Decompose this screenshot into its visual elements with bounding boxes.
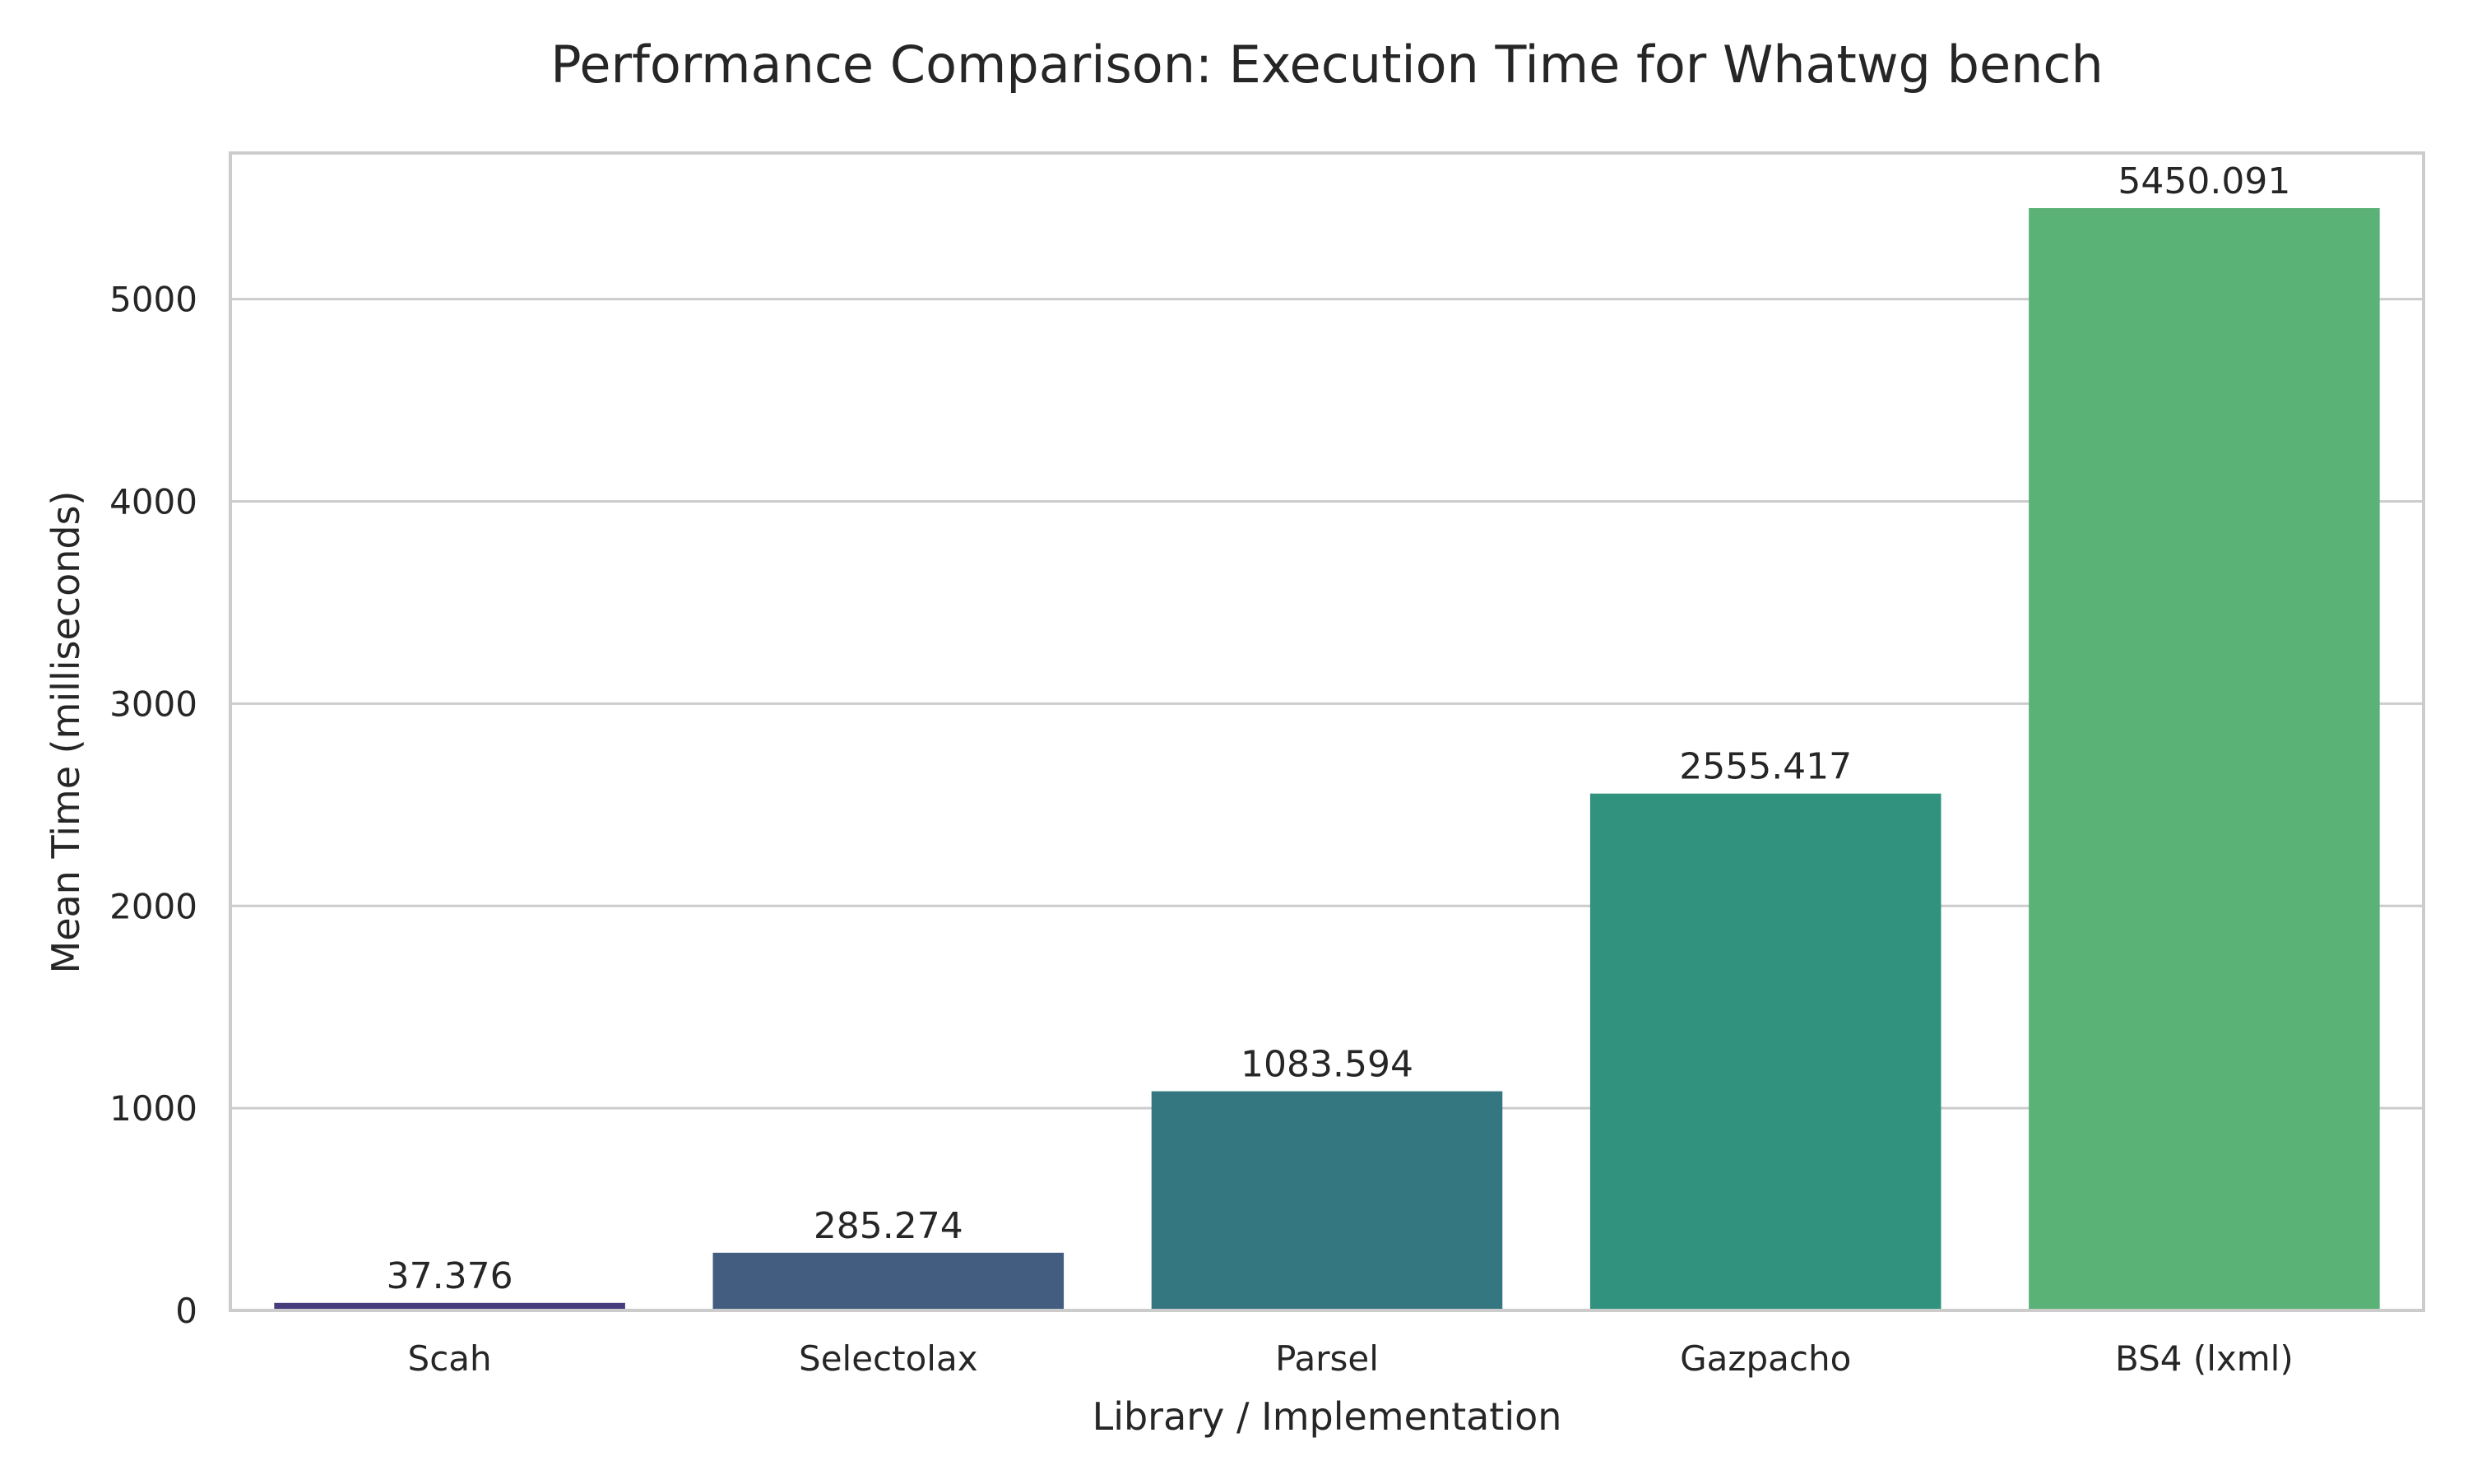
- data-label: 37.376: [387, 1255, 513, 1297]
- plot-frame: [229, 151, 2425, 1312]
- data-label: 5450.091: [2118, 160, 2290, 202]
- bar-selectolax: [712, 1252, 1065, 1310]
- data-label: 2555.417: [1679, 746, 1852, 788]
- data-label: 1083.594: [1241, 1044, 1413, 1086]
- y-tick-label: 1000: [109, 1088, 197, 1129]
- data-label: 285.274: [814, 1205, 963, 1247]
- y-axis-label: Mean Time (milliseconds): [44, 491, 88, 974]
- y-tick-label: 5000: [109, 280, 197, 320]
- chart-title: Performance Comparison: Execution Time f…: [550, 35, 2104, 95]
- bar-gazpacho: [1589, 793, 1941, 1310]
- bar-bs4-lxml-: [2029, 208, 2380, 1311]
- y-tick-label: 2000: [109, 886, 197, 926]
- y-tick-label: 4000: [109, 482, 197, 522]
- x-axis-label: Library / Implementation: [1093, 1394, 1562, 1439]
- y-axis-ticks: 0 1000 2000 3000 4000 5000: [109, 280, 197, 1331]
- data-labels: 37.376 285.274 1083.594 2555.417 5450.091: [387, 160, 2291, 1297]
- x-tick-label: Gazpacho: [1680, 1338, 1851, 1379]
- x-tick-label: Selectolax: [799, 1338, 978, 1379]
- y-tick-label: 0: [175, 1291, 197, 1331]
- y-tick-label: 3000: [109, 684, 197, 724]
- x-tick-label: Parsel: [1275, 1338, 1379, 1379]
- bar-parsel: [1151, 1091, 1503, 1310]
- bar-scah: [274, 1302, 625, 1310]
- x-tick-label: BS4 (lxml): [2115, 1338, 2294, 1379]
- bars: [274, 208, 2380, 1311]
- x-tick-label: Scah: [408, 1338, 492, 1379]
- x-axis-ticks: Scah Selectolax Parsel Gazpacho BS4 (lxml): [408, 1338, 2294, 1379]
